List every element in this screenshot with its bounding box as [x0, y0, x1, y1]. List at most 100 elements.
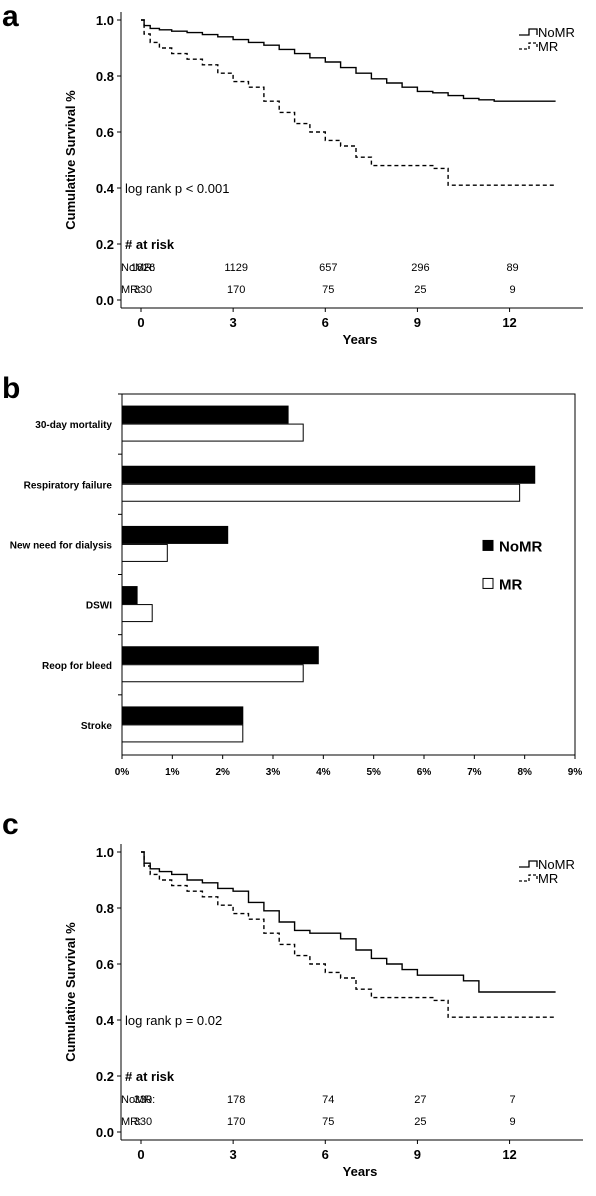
bar-mr	[121, 664, 304, 683]
bar-mr	[121, 604, 153, 623]
x-tick-label: 3	[230, 1147, 237, 1162]
log-rank-annotation: log rank p < 0.001	[125, 181, 229, 196]
category-label: DSWI	[86, 601, 112, 612]
x-tick-label: 9	[414, 315, 421, 330]
at-risk-value: 657	[319, 262, 337, 274]
at-risk-value: 75	[322, 284, 334, 296]
survival-chart-a: 0.0 0.2 0.4 0.6 0.8 1.0 0 3 6 9 12 Cumulative Survi…	[63, 12, 583, 347]
legend-label-mr: MR	[538, 39, 558, 54]
at-risk-value: 9	[510, 1116, 516, 1128]
category-label: New need for dialysis	[10, 540, 113, 551]
y-tick-label: 1.0	[96, 13, 114, 28]
x-axis-label: Years	[343, 1164, 378, 1179]
y-axis-label: Cumulative Survival %	[63, 90, 78, 230]
y-tick-label: 0.4	[96, 1013, 115, 1028]
x-tick-label: 12	[502, 315, 516, 330]
x-tick-label: 6	[322, 315, 329, 330]
bar-nomr	[121, 405, 289, 424]
y-tick-label: 1.0	[96, 845, 114, 860]
at-risk-value: 25	[414, 284, 426, 296]
x-tick-label: 5%	[366, 767, 381, 778]
survival-curve-mr	[141, 19, 556, 186]
survival-curve-mr	[141, 851, 556, 1018]
at-risk-value: 27	[414, 1094, 426, 1106]
panel-label-a: a	[2, 0, 19, 33]
legend-swatch-mr	[519, 42, 538, 50]
at-risk-value: 330	[134, 284, 152, 296]
legend-swatch-mr	[519, 874, 538, 882]
category-label: Reop for bleed	[42, 661, 112, 672]
legend-label-mr: MR	[499, 576, 522, 593]
y-tick-label: 0.2	[96, 1069, 114, 1084]
at-risk-value: 1129	[224, 262, 248, 274]
x-tick-label: 12	[502, 1147, 516, 1162]
at-risk-title: # at risk	[125, 237, 175, 252]
y-tick-label: 0.6	[96, 957, 114, 972]
at-risk-value: 170	[227, 1116, 245, 1128]
at-risk-value: 75	[322, 1116, 334, 1128]
y-tick-label: 0.6	[96, 125, 114, 140]
x-tick-label: 6%	[417, 767, 432, 778]
x-tick-label: 0%	[115, 767, 130, 778]
legend-label-nomr: NoMR	[538, 857, 575, 872]
plot-frame	[121, 393, 576, 756]
y-tick-label: 0.2	[96, 237, 114, 252]
survival-curve-nomr	[141, 19, 556, 102]
category-label: Respiratory failure	[24, 480, 113, 491]
y-tick-label: 0.8	[96, 901, 114, 916]
at-risk-row-label: MR:	[121, 284, 141, 296]
bar-mr	[121, 423, 304, 442]
x-tick-label: 8%	[517, 767, 532, 778]
at-risk-value: 330	[134, 1094, 152, 1106]
x-tick-label: 3%	[266, 767, 281, 778]
x-tick-label: 0	[137, 1147, 144, 1162]
bar-nomr	[121, 525, 229, 544]
at-risk-value: 89	[506, 262, 518, 274]
y-tick-label: 0.8	[96, 69, 114, 84]
bar-nomr	[121, 586, 138, 605]
x-tick-label: 9	[414, 1147, 421, 1162]
at-risk-value: 296	[411, 262, 429, 274]
log-rank-annotation: log rank p = 0.02	[125, 1013, 222, 1028]
at-risk-value: 7	[510, 1094, 516, 1106]
x-tick-label: 6	[322, 1147, 329, 1162]
at-risk-row-label: MR:	[121, 1116, 141, 1128]
bar-nomr	[121, 646, 319, 665]
y-axis-label: Cumulative Survival %	[63, 922, 78, 1062]
x-tick-label: 1%	[165, 767, 180, 778]
at-risk-value: 74	[322, 1094, 334, 1106]
x-tick-label: 4%	[316, 767, 331, 778]
survival-curve-nomr	[141, 851, 556, 993]
category-label: 30-day mortality	[35, 420, 112, 431]
y-tick-label: 0.0	[96, 293, 114, 308]
legend-swatch-mr	[482, 577, 494, 589]
at-risk-value: 170	[227, 284, 245, 296]
legend-label-nomr: NoMR	[499, 538, 542, 555]
bar-mr	[121, 543, 168, 562]
complications-bar-chart: 0% 1% 2% 3% 4% 5% 6% 7% 8% 9% 30-day mortality Resp…	[10, 393, 583, 778]
y-tick-label: 0.4	[96, 181, 115, 196]
legend-swatch-nomr	[482, 539, 494, 551]
category-label: Stroke	[81, 721, 113, 732]
panel-label-c: c	[2, 808, 19, 841]
legend-swatch-nomr	[519, 28, 538, 36]
legend-label-nomr: NoMR	[538, 25, 575, 40]
at-risk-row-label: NoMR:	[121, 262, 155, 274]
x-tick-label: 3	[230, 315, 237, 330]
x-axis-label: Years	[343, 332, 378, 347]
at-risk-value: 178	[227, 1094, 245, 1106]
bar-nomr	[121, 706, 244, 725]
x-tick-label: 0	[137, 315, 144, 330]
y-tick-label: 0.0	[96, 1125, 114, 1140]
at-risk-title: # at risk	[125, 1069, 175, 1084]
at-risk-value: 330	[134, 1116, 152, 1128]
at-risk-row-label: NoMR:	[121, 1094, 155, 1106]
x-tick-label: 7%	[467, 767, 482, 778]
at-risk-value: 9	[510, 284, 516, 296]
legend-label-mr: MR	[538, 871, 558, 886]
x-tick-label: 9%	[568, 767, 583, 778]
x-tick-label: 2%	[215, 767, 230, 778]
at-risk-value: 25	[414, 1116, 426, 1128]
bar-mr	[121, 483, 521, 502]
